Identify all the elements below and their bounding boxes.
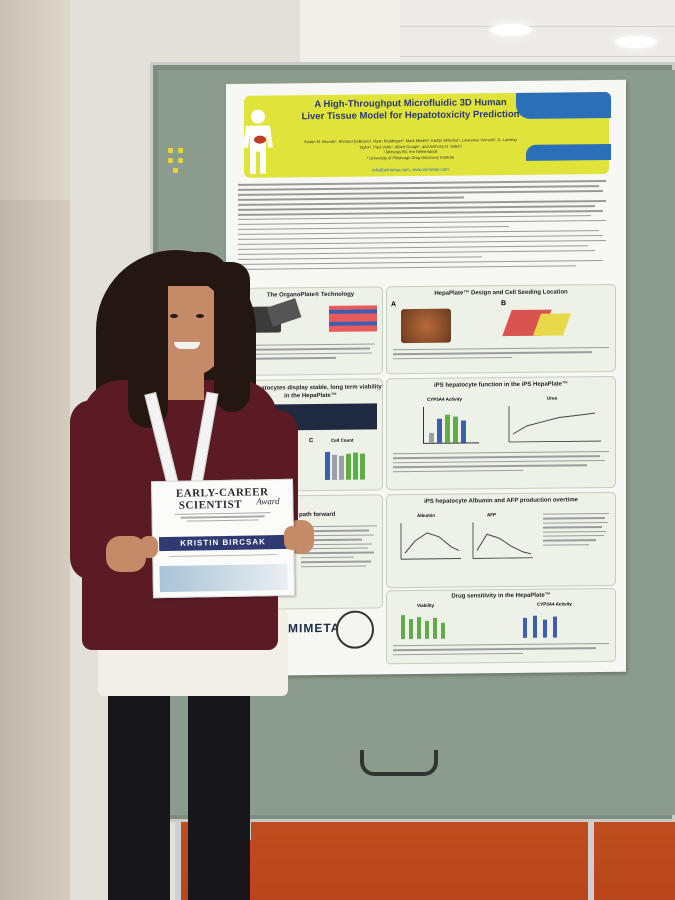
chart-label: Urea — [547, 395, 558, 401]
research-poster: A High-Throughput Microfluidic 3D Human … — [226, 79, 626, 677]
university-seal-logo — [336, 610, 374, 649]
panel-title: HepaPlate™ Design and Cell Seeding Locat… — [434, 289, 568, 297]
fingers — [284, 526, 300, 550]
certificate-subtext — [163, 512, 283, 524]
label-a: A — [391, 301, 397, 309]
poster-authors: Kristin M. Bircsak¹, Richard DeBiasio², … — [288, 137, 533, 162]
chart-label: Viability — [417, 602, 435, 608]
chart-label: Cell Count — [331, 437, 354, 443]
panel-organoplate: The OrganoPlate® Technology — [238, 286, 383, 376]
panel-drug-sensitivity: Drug sensitivity in the HepaPlate™ Viabi… — [386, 587, 616, 665]
pin — [168, 148, 173, 153]
chart-label: Albumin — [417, 512, 435, 518]
pin — [178, 158, 183, 163]
left-hand — [106, 536, 146, 572]
panel-function: iPS hepatocyte function in the iPS HepaP… — [386, 375, 616, 491]
certificate-award-word: Award — [256, 496, 280, 507]
ceiling-light — [615, 36, 657, 48]
certificate-signatures — [163, 554, 283, 559]
label-b: B — [501, 300, 507, 308]
afp-line-chart — [472, 522, 533, 559]
board-handle — [360, 750, 438, 776]
albumin-line-chart — [400, 523, 461, 560]
fingers — [140, 536, 158, 558]
door — [0, 200, 70, 900]
award-certificate: EARLY-CAREER SCIENTIST Award KRISTIN BIR… — [150, 478, 296, 599]
smile — [174, 342, 200, 349]
pin — [168, 158, 173, 163]
panel-title: iPS hepatocyte Albumin and AFP productio… — [424, 497, 578, 505]
ceiling-light — [490, 24, 532, 36]
panel-title: Drug sensitivity in the HepaPlate™ — [451, 592, 551, 600]
pin — [173, 168, 178, 173]
urea-line-chart — [508, 406, 601, 443]
pants — [188, 690, 250, 900]
panel-title: iPS hepatocyte function in the iPS HepaP… — [433, 381, 569, 389]
label-c: C — [309, 438, 314, 445]
panel-hepaplate: HepaPlate™ Design and Cell Seeding Locat… — [386, 283, 616, 375]
certificate-decoration — [159, 563, 288, 593]
pants — [108, 690, 170, 900]
organoplate-photo — [266, 298, 302, 327]
panel-title: The OrganoPlate® Technology — [266, 291, 355, 299]
board-leg — [588, 820, 594, 900]
poster-title-line: Liver Tissue Model for Hepatotoxicity Pr… — [301, 108, 520, 123]
poster-abstract — [238, 180, 614, 280]
poster-title-accent — [526, 143, 611, 161]
pin — [178, 148, 183, 153]
chart-label: CYP3A4 Activity — [537, 601, 572, 607]
chart-label: CYP3A4 Activity — [427, 396, 462, 402]
poster-title: A High-Throughput Microfluidic 3D Human … — [288, 97, 533, 124]
liver-histology-image — [401, 308, 451, 344]
chart-label: AFP — [487, 512, 496, 518]
panel-title: path forward — [299, 511, 336, 519]
panel-albumin-afp: iPS hepatocyte Albumin and AFP productio… — [386, 491, 616, 589]
human-body-icon — [243, 109, 273, 174]
hepaplate-schematic — [532, 313, 572, 336]
